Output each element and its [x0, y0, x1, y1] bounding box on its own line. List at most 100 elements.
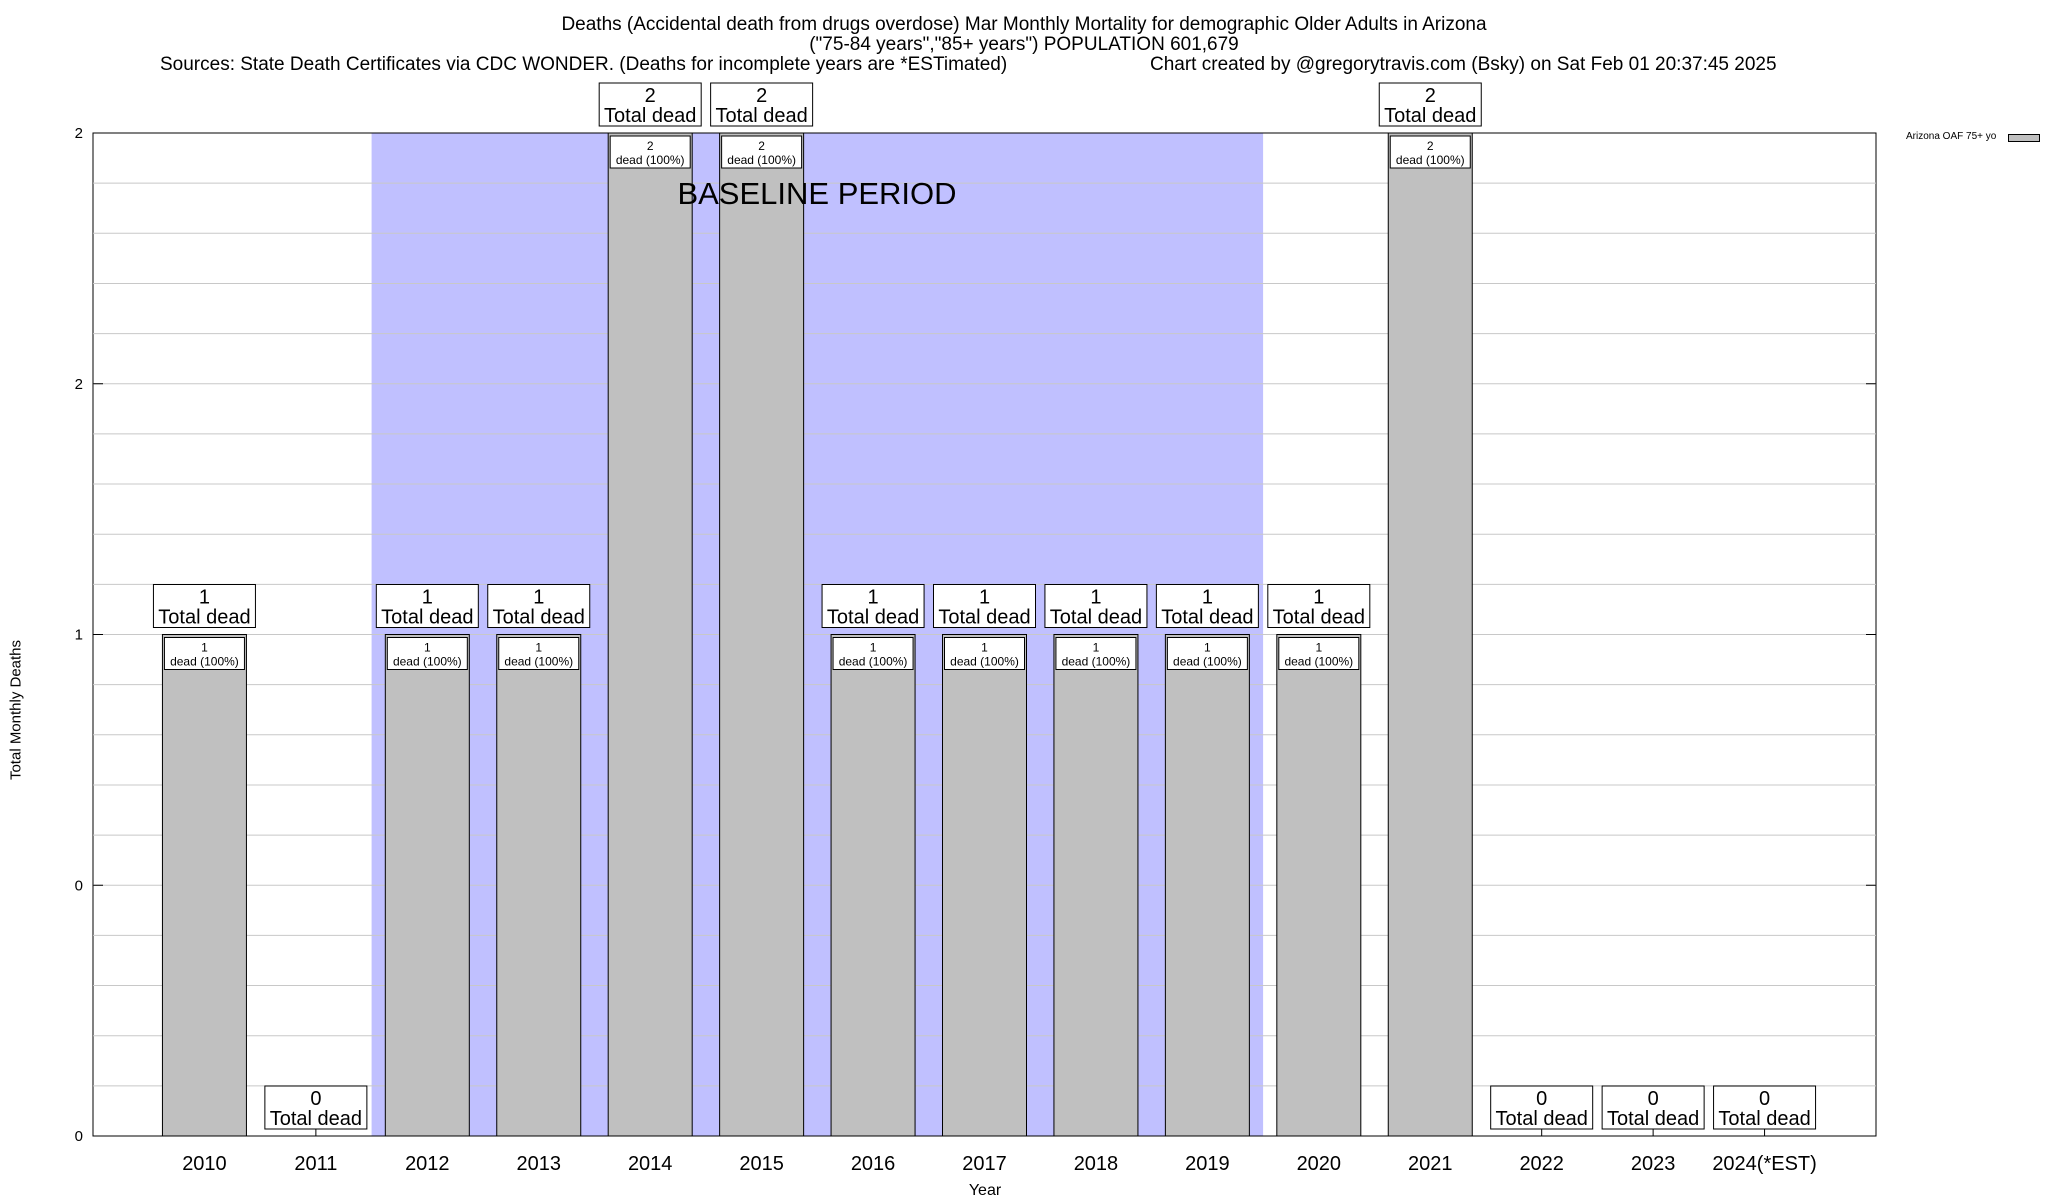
x-tick-label: 2022: [1519, 1153, 1564, 1175]
chart-credit: Chart created by @gregorytravis.com (Bsk…: [1150, 54, 1777, 75]
x-tick-label: 2011: [294, 1153, 337, 1175]
bar-total-label-count: 0: [310, 1088, 321, 1110]
y-tick-label: 0: [75, 877, 83, 894]
bar-total-label-count: 1: [868, 587, 879, 609]
bar-total-label-text: Total dead: [938, 607, 1030, 629]
bar-inner-label-pct: dead (100%): [1396, 153, 1465, 167]
bar-inner-label-count: 2: [647, 139, 654, 153]
bar-inner-label-box: [1389, 135, 1471, 169]
bar-inner-label-pct: dead (100%): [727, 153, 796, 167]
bar-total-label-text: Total dead: [1050, 607, 1142, 629]
bar-inner-label-pct: dead (100%): [1062, 655, 1131, 669]
bar-total-label-count: 1: [199, 587, 210, 609]
bar: [384, 634, 470, 1137]
bar-inner-label-count: 2: [1427, 139, 1434, 153]
bar-total-label-count: 1: [422, 587, 433, 609]
x-tick-label: 2013: [517, 1153, 562, 1175]
bar-total-label-box: [1378, 82, 1482, 127]
x-tick-label: 2018: [1074, 1153, 1119, 1175]
bar-total-label-box: [1267, 584, 1371, 628]
bar: [1053, 634, 1139, 1137]
bar-inner-label-count: 2: [758, 139, 765, 153]
bar-inner-label-count: 1: [1204, 641, 1211, 655]
bar-total-label-box: [1044, 584, 1148, 628]
bar: [942, 634, 1027, 1137]
legend-swatch: [2008, 134, 2040, 142]
bar: [1387, 132, 1473, 1137]
bar: [607, 132, 693, 1137]
bar-total-label-box: [152, 584, 256, 628]
bar-total-label-box: [821, 584, 925, 628]
bar-total-label-count: 0: [1648, 1088, 1659, 1110]
x-tick-label: 2016: [851, 1153, 896, 1175]
bar-inner-label-box: [721, 135, 803, 169]
chart-title: Deaths (Accidental death from drugs over…: [561, 14, 1487, 35]
bar-total-label-count: 1: [1090, 587, 1101, 609]
bar-total-label-text: Total dead: [604, 105, 696, 127]
bar-total-label-text: Total dead: [1161, 607, 1253, 629]
bar-total-label-text: Total dead: [1273, 607, 1365, 629]
bar-total-label-box: [487, 584, 591, 628]
bar-total-label-text: Total dead: [270, 1108, 362, 1130]
bar-total-label-text: Total dead: [1496, 1108, 1588, 1130]
bar-inner-label-box: [1055, 637, 1137, 670]
bar-inner-label-count: 1: [1093, 641, 1100, 655]
bar-total-label-box: [710, 82, 814, 127]
bar-total-label-box: [1490, 1085, 1594, 1130]
bar-total-label-box: [1155, 584, 1259, 628]
bar-inner-label-count: 1: [424, 641, 431, 655]
y-axis-label: Total Monthly Deaths: [7, 639, 25, 781]
bar-inner-label-pct: dead (100%): [616, 153, 685, 167]
bar-total-label-text: Total dead: [715, 105, 807, 127]
legend-label: Arizona OAF 75+ yo: [1906, 131, 1997, 142]
bar-total-label-box: [375, 584, 479, 628]
bar: [496, 634, 582, 1137]
x-tick-label: 2015: [739, 1153, 784, 1175]
bar-total-label-count: 1: [1202, 587, 1213, 609]
bar-total-label-text: Total dead: [1607, 1108, 1699, 1130]
bar: [161, 634, 247, 1137]
bar-inner-label-count: 1: [535, 641, 542, 655]
bar-total-label-count: 0: [1536, 1088, 1547, 1110]
x-tick-label: 2012: [405, 1153, 450, 1175]
x-tick-label: 2020: [1297, 1153, 1342, 1175]
x-tick-label: 2014: [628, 1153, 673, 1175]
y-tick-label: 0: [75, 1128, 83, 1145]
y-tick-label: 2: [75, 376, 83, 393]
x-tick-label: 2024(*EST): [1712, 1153, 1817, 1175]
bar-total-label-count: 2: [1425, 85, 1436, 107]
bar: [1164, 634, 1250, 1137]
bar-total-label-text: Total dead: [1384, 105, 1476, 127]
bar-inner-label-pct: dead (100%): [950, 655, 1019, 669]
bar-inner-label-box: [1166, 637, 1248, 670]
x-axis-label: Year: [968, 1182, 1002, 1199]
bar-inner-label-pct: dead (100%): [1284, 655, 1353, 669]
bar-inner-label-pct: dead (100%): [504, 655, 573, 669]
bar: [830, 634, 916, 1137]
bar-inner-label-box: [498, 637, 580, 670]
bar-inner-label-count: 1: [1315, 641, 1322, 655]
baseline-label: BASELINE PERIOD: [677, 176, 956, 211]
bar-inner-label-pct: dead (100%): [393, 655, 462, 669]
bar-inner-label-box: [832, 637, 914, 670]
x-tick-label: 2023: [1631, 1153, 1676, 1175]
bar-inner-label-box: [1278, 637, 1360, 670]
bar-total-label-text: Total dead: [493, 607, 585, 629]
bar-inner-label-box: [944, 637, 1025, 670]
bar-inner-label-pct: dead (100%): [1173, 655, 1242, 669]
bar-total-label-box: [1601, 1085, 1705, 1130]
bar: [1276, 634, 1362, 1137]
y-tick-label: 2: [75, 125, 83, 142]
chart-subtitle: ("75-84 years","85+ years") POPULATION 6…: [809, 34, 1239, 55]
x-tick-label: 2019: [1185, 1153, 1230, 1175]
bar-inner-label-count: 1: [201, 641, 208, 655]
bar-inner-label-box: [609, 135, 691, 169]
bar-total-label-text: Total dead: [158, 607, 250, 629]
bar-inner-label-count: 1: [981, 641, 988, 655]
bar-inner-label-box: [163, 637, 245, 670]
bar-total-label-box: [933, 584, 1036, 628]
bar-total-label-count: 0: [1759, 1088, 1770, 1110]
bar-inner-label-pct: dead (100%): [839, 655, 908, 669]
bar-inner-label-count: 1: [870, 641, 877, 655]
